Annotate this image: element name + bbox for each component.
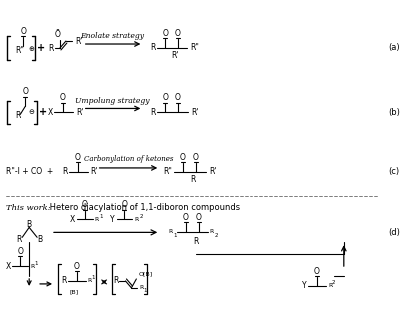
Text: X: X: [6, 261, 11, 271]
Text: Hetero diacylation of 1,1-diboron compounds: Hetero diacylation of 1,1-diboron compou…: [47, 203, 240, 212]
Text: R: R: [15, 111, 21, 120]
Text: This work:: This work:: [6, 204, 51, 212]
Text: X: X: [47, 108, 53, 117]
Text: O: O: [162, 93, 168, 102]
Text: R: R: [151, 44, 156, 52]
Text: (a): (a): [388, 44, 400, 52]
Text: (d): (d): [388, 228, 401, 237]
Text: O[B]: O[B]: [139, 271, 152, 276]
Text: R': R': [191, 108, 198, 117]
Text: O: O: [60, 93, 66, 102]
Text: R": R": [164, 167, 173, 176]
Text: O: O: [183, 213, 189, 222]
Text: 2: 2: [332, 280, 335, 285]
Text: O: O: [22, 87, 28, 96]
Text: R': R': [75, 36, 82, 45]
Text: X: X: [70, 215, 75, 224]
Text: R: R: [139, 285, 144, 290]
Text: O: O: [314, 267, 320, 276]
Text: 2: 2: [215, 233, 218, 238]
Text: R': R': [76, 108, 83, 117]
Text: (c): (c): [388, 167, 400, 176]
Text: B: B: [38, 235, 43, 244]
Text: O: O: [180, 153, 186, 162]
Text: R: R: [61, 276, 66, 285]
Text: R': R': [171, 52, 179, 60]
Text: Enolate strategy: Enolate strategy: [81, 32, 145, 40]
Text: 1: 1: [92, 276, 95, 280]
Text: 1: 1: [173, 233, 177, 238]
Text: 2: 2: [139, 214, 143, 219]
Text: +: +: [39, 108, 47, 117]
Text: R": R": [15, 46, 24, 55]
Text: R: R: [88, 278, 92, 284]
Text: R: R: [48, 44, 54, 53]
Text: R: R: [151, 108, 156, 117]
Text: Y: Y: [110, 215, 115, 224]
Text: ⊕: ⊕: [28, 46, 34, 52]
Text: R": R": [190, 44, 199, 52]
Text: O: O: [82, 200, 88, 209]
Text: Ō: Ō: [55, 30, 61, 39]
Text: R': R': [91, 167, 98, 176]
Text: +: +: [37, 43, 45, 53]
Text: R"-I + CO  +: R"-I + CO +: [6, 167, 53, 176]
Text: O: O: [175, 28, 181, 38]
Text: O: O: [74, 261, 80, 271]
Text: Carbonylation of ketones: Carbonylation of ketones: [84, 155, 173, 163]
Text: R: R: [62, 167, 68, 176]
Text: R: R: [134, 217, 139, 222]
Text: O: O: [20, 27, 26, 36]
Text: R: R: [210, 229, 214, 234]
Text: 1: 1: [143, 288, 147, 293]
Text: R: R: [168, 229, 172, 234]
Text: B: B: [27, 220, 32, 229]
Text: O: O: [75, 153, 81, 162]
Text: O: O: [17, 247, 23, 256]
Text: ⊖: ⊖: [28, 109, 34, 116]
Text: R: R: [190, 175, 196, 184]
Text: R: R: [17, 235, 22, 244]
Text: Umpolung strategy: Umpolung strategy: [75, 97, 150, 105]
Text: Y: Y: [302, 281, 307, 290]
Text: (b): (b): [388, 108, 401, 117]
Text: R: R: [193, 237, 198, 246]
Text: R: R: [113, 276, 118, 285]
Text: R: R: [30, 264, 34, 268]
Text: 1: 1: [34, 260, 38, 266]
Text: O: O: [122, 200, 128, 209]
Text: O: O: [162, 28, 168, 38]
Text: O: O: [196, 213, 202, 222]
Text: O: O: [175, 93, 181, 102]
Text: R': R': [209, 167, 216, 176]
Text: 1: 1: [100, 214, 103, 219]
Text: O: O: [193, 153, 199, 162]
Text: R: R: [95, 217, 99, 222]
Text: R: R: [328, 284, 332, 288]
Text: [B]: [B]: [69, 289, 79, 294]
